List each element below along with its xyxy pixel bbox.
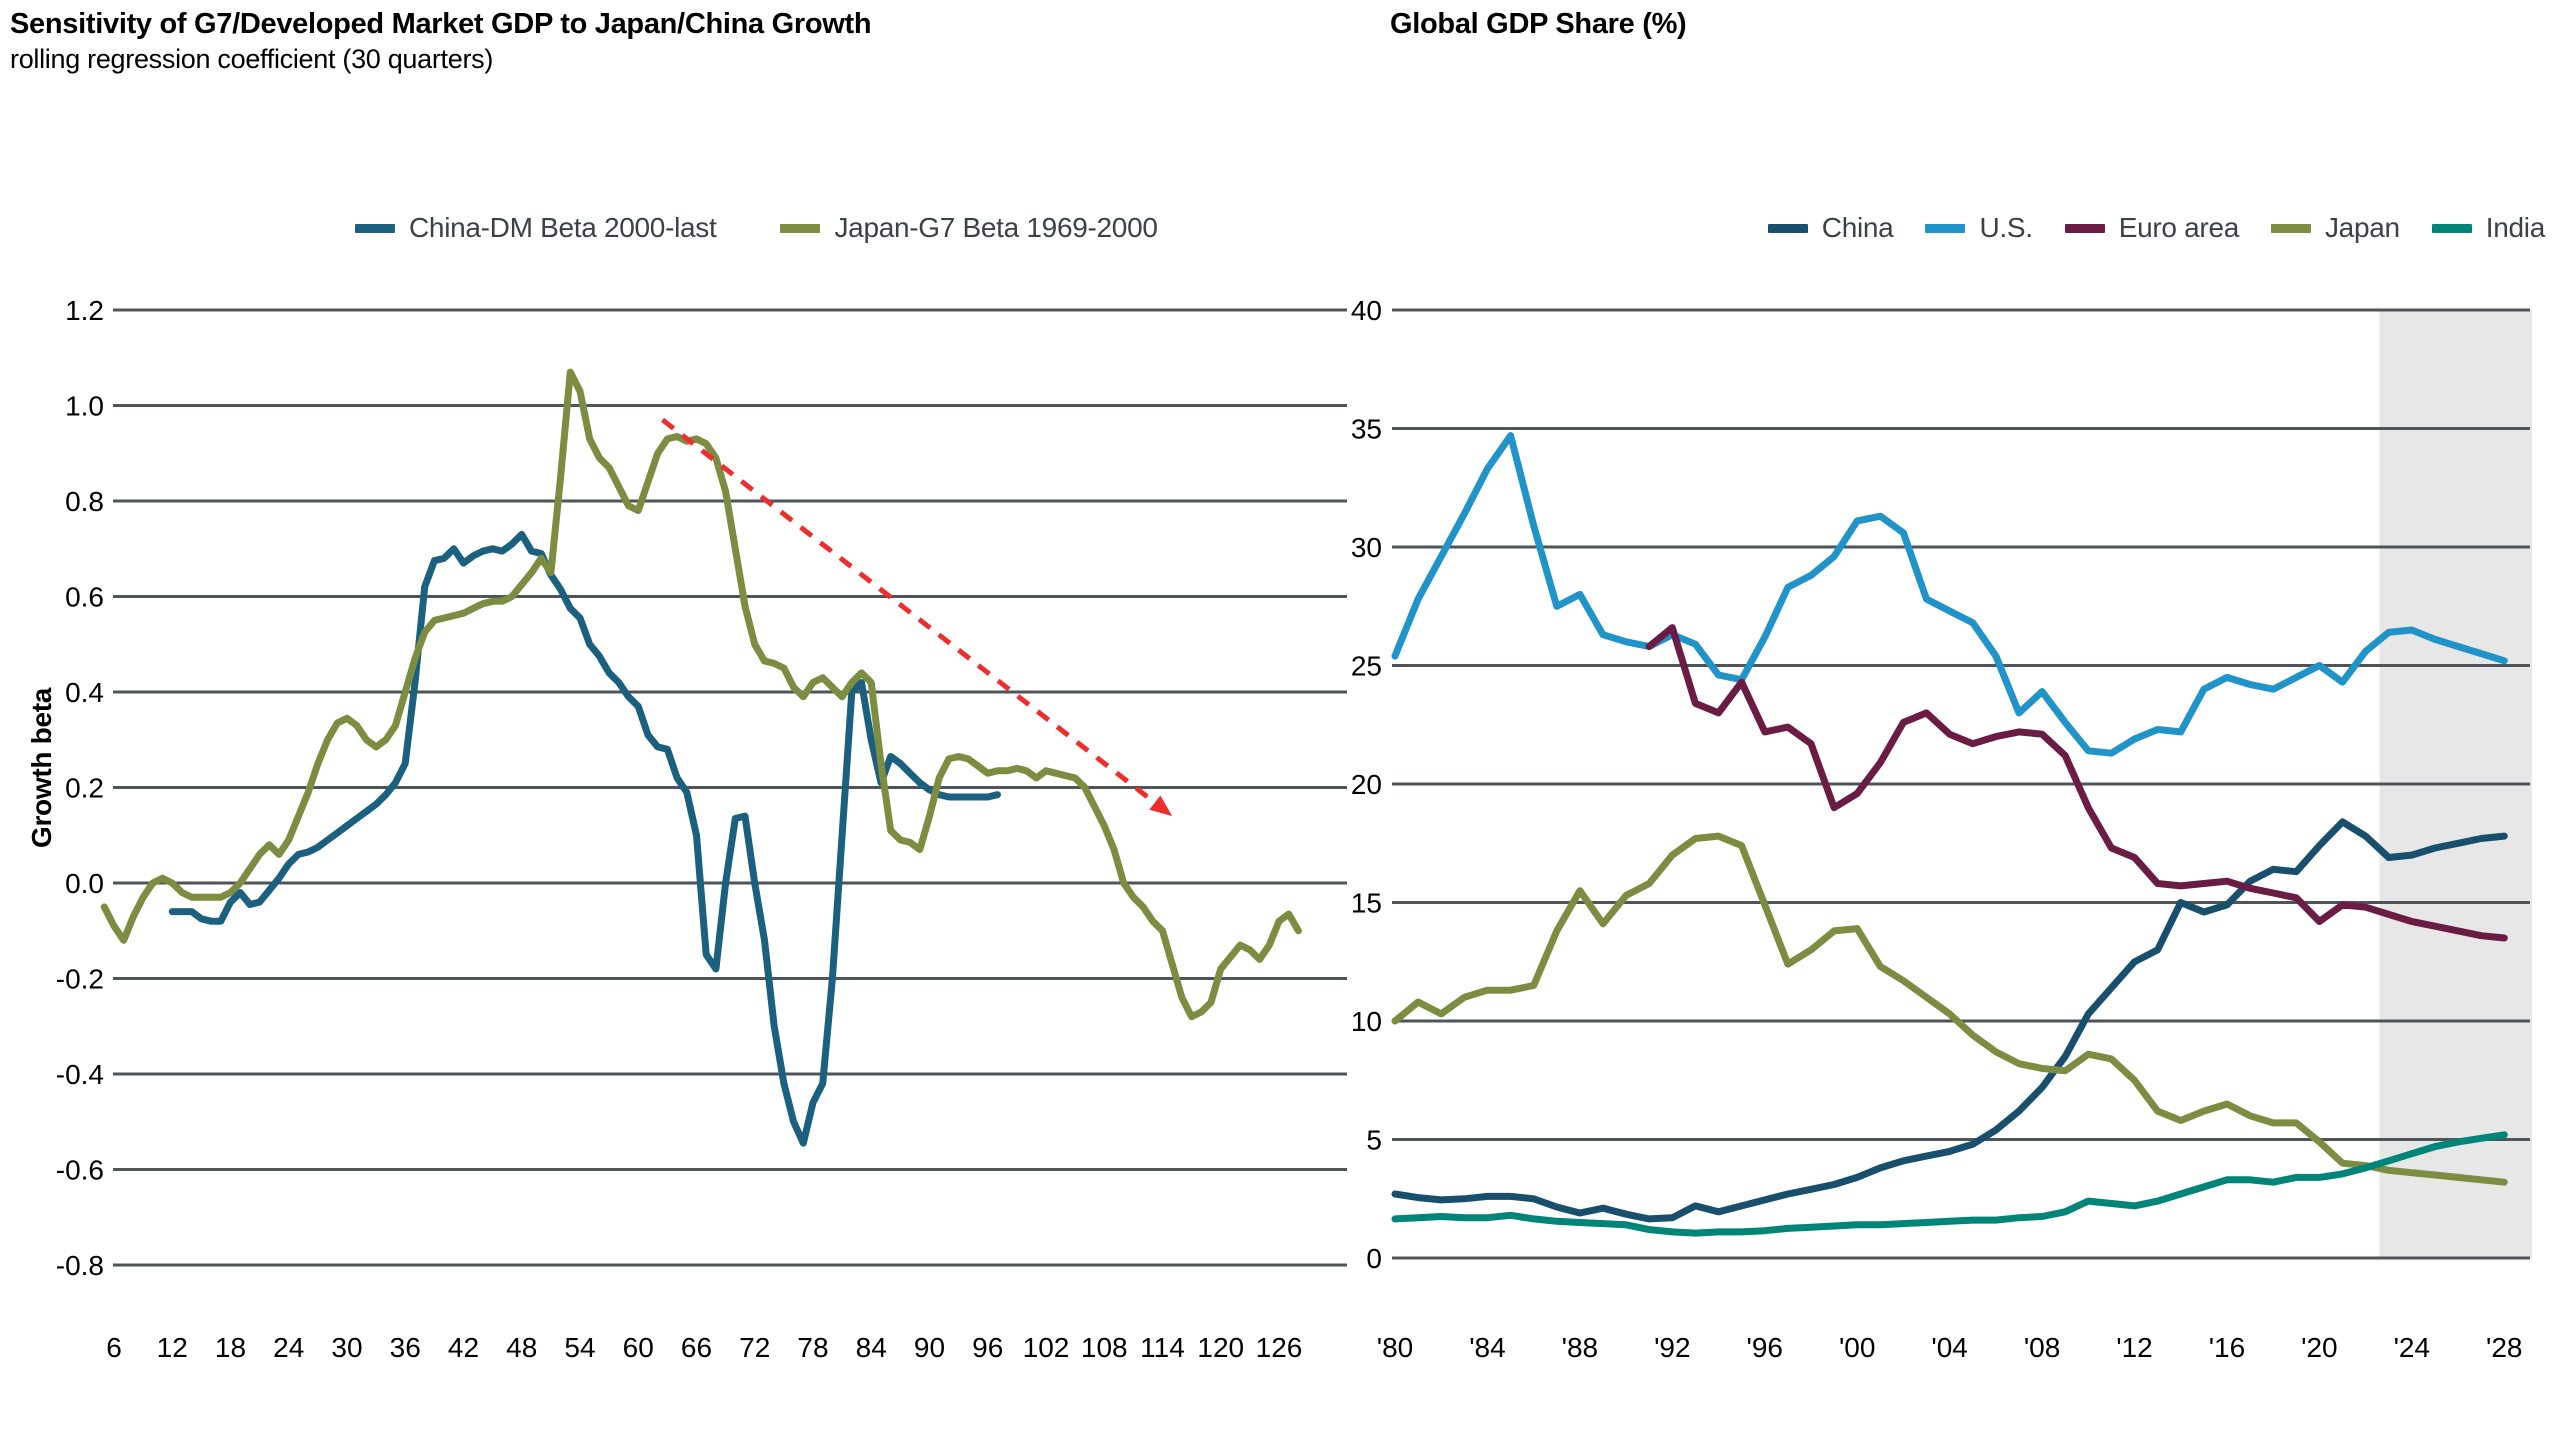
legend-item-japan: Japan: [2270, 212, 2400, 244]
legend-item-u-s: U.S.: [1925, 212, 2033, 244]
left-chart-plot: 1.2 1.0 0.8 0.6 0.4 0.2 0.0 -0.2 -0.4 -0.6 -0.8 6 12…: [56, 295, 1347, 1363]
legend-swatch-euro-area: [2064, 223, 2105, 233]
legend-swatch-china-dm-beta-2000-last: [355, 223, 395, 233]
x-tick-30: 30: [331, 1332, 362, 1363]
x-tick-120: 120: [1197, 1332, 1244, 1363]
series-japan-g7-beta-1969-2000-line: [100, 368, 1302, 1021]
x-tick-18: 18: [215, 1332, 246, 1363]
x-tick-36: 36: [390, 1332, 421, 1363]
y-tick-15: 15: [1351, 888, 1382, 919]
x-tick-102: 102: [1023, 1332, 1070, 1363]
legend-label-india: India: [2485, 212, 2546, 243]
decline-trend-arrow: [660, 417, 1157, 805]
series-india-line: [1391, 1131, 2508, 1237]
series-china-line: [1391, 818, 2508, 1223]
series-u-s-line: [1391, 432, 2508, 757]
y-tick-0.8: 0.8: [65, 486, 104, 517]
y-tick-5: 5: [1366, 1125, 1382, 1156]
x-tick-78: 78: [797, 1332, 828, 1363]
y-tick--0.2: -0.2: [56, 964, 104, 995]
series-china-dm-beta-2000-last-line: [168, 530, 1001, 1147]
y-tick-20: 20: [1351, 769, 1382, 800]
legend-swatch-u-s: [1925, 223, 1966, 233]
left-chart-subtitle: rolling regression coefficient (30 quart…: [10, 44, 494, 74]
x-tick-'20: '20: [2301, 1332, 2338, 1363]
x-tick-72: 72: [739, 1332, 770, 1363]
y-tick-1.0: 1.0: [65, 391, 104, 422]
right-chart-plot: 40 35 30 25 20 15 10 5 0 '80 '84 '88 '92 '96 '00 '04 '08…: [1351, 295, 2533, 1363]
x-tick-'28: '28: [2486, 1332, 2523, 1363]
legend-item-euro-area: Euro area: [2064, 212, 2240, 244]
x-tick-'12: '12: [2116, 1332, 2153, 1363]
x-tick-84: 84: [856, 1332, 887, 1363]
x-tick-'96: '96: [1747, 1332, 1784, 1363]
legend-swatch-japan-g7-beta-1969-2000: [780, 223, 821, 233]
legend-label-china: China: [1821, 212, 1894, 243]
legend-item-japan-g7-beta-1969-2000: Japan-G7 Beta 1969-2000: [780, 212, 1158, 244]
y-tick-40: 40: [1351, 295, 1382, 326]
left-chart-title: Sensitivity of G7/Developed Market GDP t…: [10, 8, 872, 40]
x-tick-'08: '08: [2024, 1332, 2061, 1363]
legend-item-india: India: [2431, 212, 2546, 244]
legend-label-japan: Japan: [2324, 212, 2400, 243]
x-tick-126: 126: [1256, 1332, 1303, 1363]
legend-swatch-india: [2431, 223, 2472, 233]
x-tick-24: 24: [273, 1332, 304, 1363]
y-tick-10: 10: [1351, 1006, 1382, 1037]
y-tick--0.8: -0.8: [56, 1250, 104, 1281]
y-tick-0.6: 0.6: [65, 582, 104, 613]
x-tick-60: 60: [623, 1332, 654, 1363]
x-tick-66: 66: [681, 1332, 712, 1363]
y-tick-1.2: 1.2: [65, 295, 104, 326]
x-tick-48: 48: [506, 1332, 537, 1363]
legend-item-china: China: [1767, 212, 1894, 244]
x-tick-'04: '04: [1931, 1332, 1968, 1363]
y-tick-25: 25: [1351, 651, 1382, 682]
y-tick-0: 0: [1366, 1243, 1382, 1274]
x-tick-'00: '00: [1839, 1332, 1876, 1363]
series-euro-area-line: [1645, 624, 2508, 942]
x-tick-6: 6: [106, 1332, 122, 1363]
right-chart-title: Global GDP Share (%): [1390, 8, 1687, 40]
legend-swatch-china: [1767, 223, 1808, 233]
y-tick--0.4: -0.4: [56, 1059, 104, 1090]
y-tick-0.4: 0.4: [65, 677, 104, 708]
decline-trend-arrow-head: [1149, 795, 1173, 817]
legend-label-euro-area: Euro area: [2118, 212, 2240, 243]
x-tick-90: 90: [914, 1332, 945, 1363]
x-tick-'16: '16: [2209, 1332, 2246, 1363]
y-tick--0.6: -0.6: [56, 1155, 104, 1186]
left-chart-legend: China-DM Beta 2000-last Japan-G7 Beta 196…: [355, 212, 1158, 244]
legend-label-u-s: U.S.: [1979, 212, 2033, 243]
series-japan-line: [1391, 832, 2508, 1186]
x-tick-96: 96: [972, 1332, 1003, 1363]
legend-label-china-dm-beta-2000-last: China-DM Beta 2000-last: [409, 212, 717, 243]
x-tick-108: 108: [1081, 1332, 1128, 1363]
y-tick-35: 35: [1351, 414, 1382, 445]
x-tick-'92: '92: [1654, 1332, 1691, 1363]
x-tick-12: 12: [157, 1332, 188, 1363]
legend-swatch-japan: [2270, 223, 2311, 233]
right-chart-legend: China U.S. Euro area Japan India: [1300, 212, 2545, 244]
x-tick-54: 54: [564, 1332, 595, 1363]
x-tick-'84: '84: [1469, 1332, 1506, 1363]
y-tick-0.0: 0.0: [65, 868, 104, 899]
x-tick-42: 42: [448, 1332, 479, 1363]
x-tick-'80: '80: [1377, 1332, 1414, 1363]
y-tick-30: 30: [1351, 532, 1382, 563]
legend-label-japan-g7-beta-1969-2000: Japan-G7 Beta 1969-2000: [834, 212, 1158, 243]
x-tick-114: 114: [1140, 1332, 1185, 1363]
x-tick-'24: '24: [2394, 1332, 2431, 1363]
legend-item-china-dm-beta-2000-last: China-DM Beta 2000-last: [355, 212, 717, 244]
x-tick-'88: '88: [1562, 1332, 1599, 1363]
y-tick-0.2: 0.2: [65, 773, 104, 804]
